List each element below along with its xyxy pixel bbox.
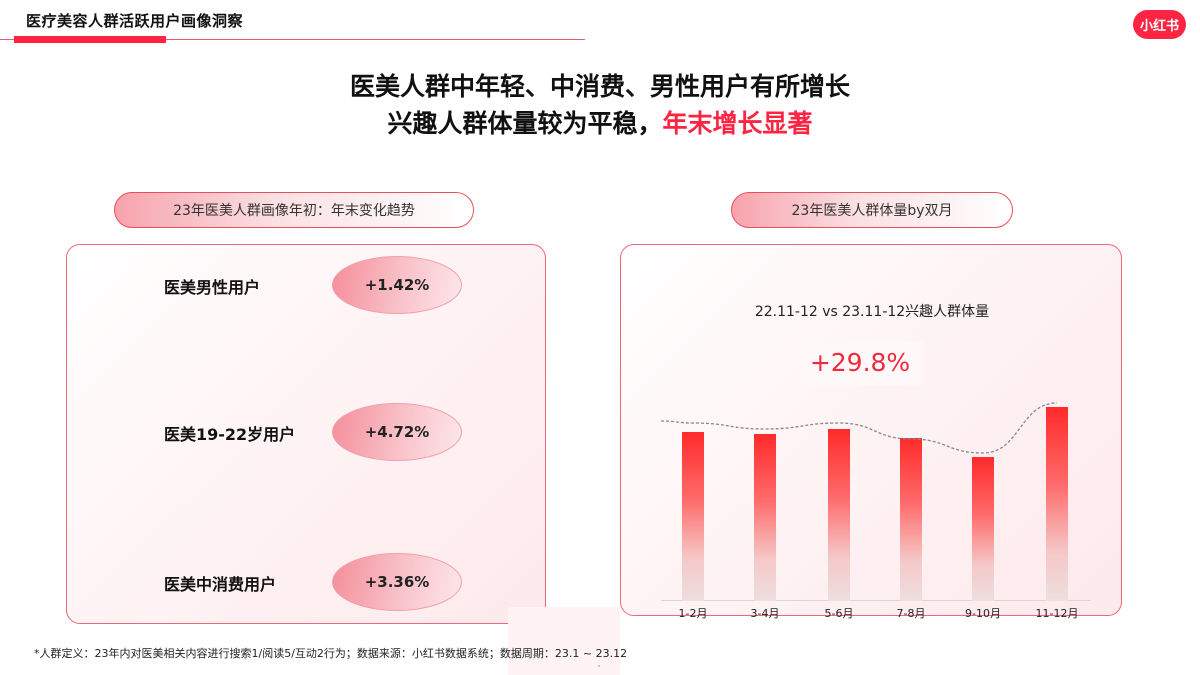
growth-kpi: +29.8% [797,341,923,385]
bar [682,432,704,601]
metric-label: 医美中消费用户 [164,575,277,594]
headline-line-2: 兴趣人群体量较为平稳，年末增长显著 [0,105,1200,142]
metric-row-male: 医美男性用户 +1.42% [67,256,547,316]
metric-value-badge: +4.72% [332,403,462,461]
decorative-block [508,607,620,675]
bar [754,434,776,601]
headline-line-2-prefix: 兴趣人群体量较为平稳， [387,109,663,138]
bar-slot [682,432,704,601]
right-section-label: 23年医美人群体量by双月 [731,192,1013,228]
metric-value-badge: +3.36% [332,553,462,611]
x-axis-label: 11-12月 [1035,607,1079,620]
bar-slot [972,457,994,601]
chart-baseline [661,600,1091,601]
x-axis-label: 5-6月 [824,607,854,620]
bar-chart [661,395,1091,601]
bar [828,429,850,601]
header-divider [0,39,585,40]
bar [1046,407,1068,601]
headline-line-1: 医美人群中年轻、中消费、男性用户有所增长 [349,72,850,101]
page-section-title: 医疗美容人群活跃用户画像洞察 [26,12,244,30]
metric-row-age: 医美19-22岁用户 +4.72% [67,403,547,463]
x-axis-label: 7-8月 [896,607,926,620]
metric-value-badge: +1.42% [332,256,462,314]
left-section-label: 23年医美人群画像年初：年末变化趋势 [114,192,474,228]
bar-slot [1046,407,1068,601]
volume-chart-panel: 22.11-12 vs 23.11-12兴趣人群体量 +29.8% 1-2月 3-… [620,244,1122,620]
header-accent-bar [14,36,166,43]
x-axis-label: 1-2月 [678,607,708,620]
footnote: *人群定义：23年内对医美相关内容进行搜索1/阅读5/互动2行为；数据来源：小红… [34,647,628,660]
bar-slot [754,434,776,601]
bar [900,438,922,601]
profile-trend-panel: 医美男性用户 +1.42% 医美19-22岁用户 +4.72% 医美中消费用户 … [66,244,546,624]
bar-slot [900,438,922,601]
bar [972,457,994,601]
chart-subtitle: 22.11-12 vs 23.11-12兴趣人群体量 [754,304,990,320]
brand-logo: 小红书 [1133,10,1186,39]
trend-line [661,402,1058,454]
headline-highlight: 年末增长显著 [662,109,813,138]
bar-slot [828,429,850,601]
headline: 医美人群中年轻、中消费、男性用户有所增长 兴趣人群体量较为平稳，年末增长显著 [0,68,1200,142]
x-axis-label: 9-10月 [965,607,1001,620]
metric-label: 医美19-22岁用户 [164,425,296,444]
x-axis-label: 3-4月 [750,607,780,620]
metric-label: 医美男性用户 [164,278,261,297]
page-dot [598,665,600,667]
metric-row-spend: 医美中消费用户 +3.36% [67,553,547,613]
